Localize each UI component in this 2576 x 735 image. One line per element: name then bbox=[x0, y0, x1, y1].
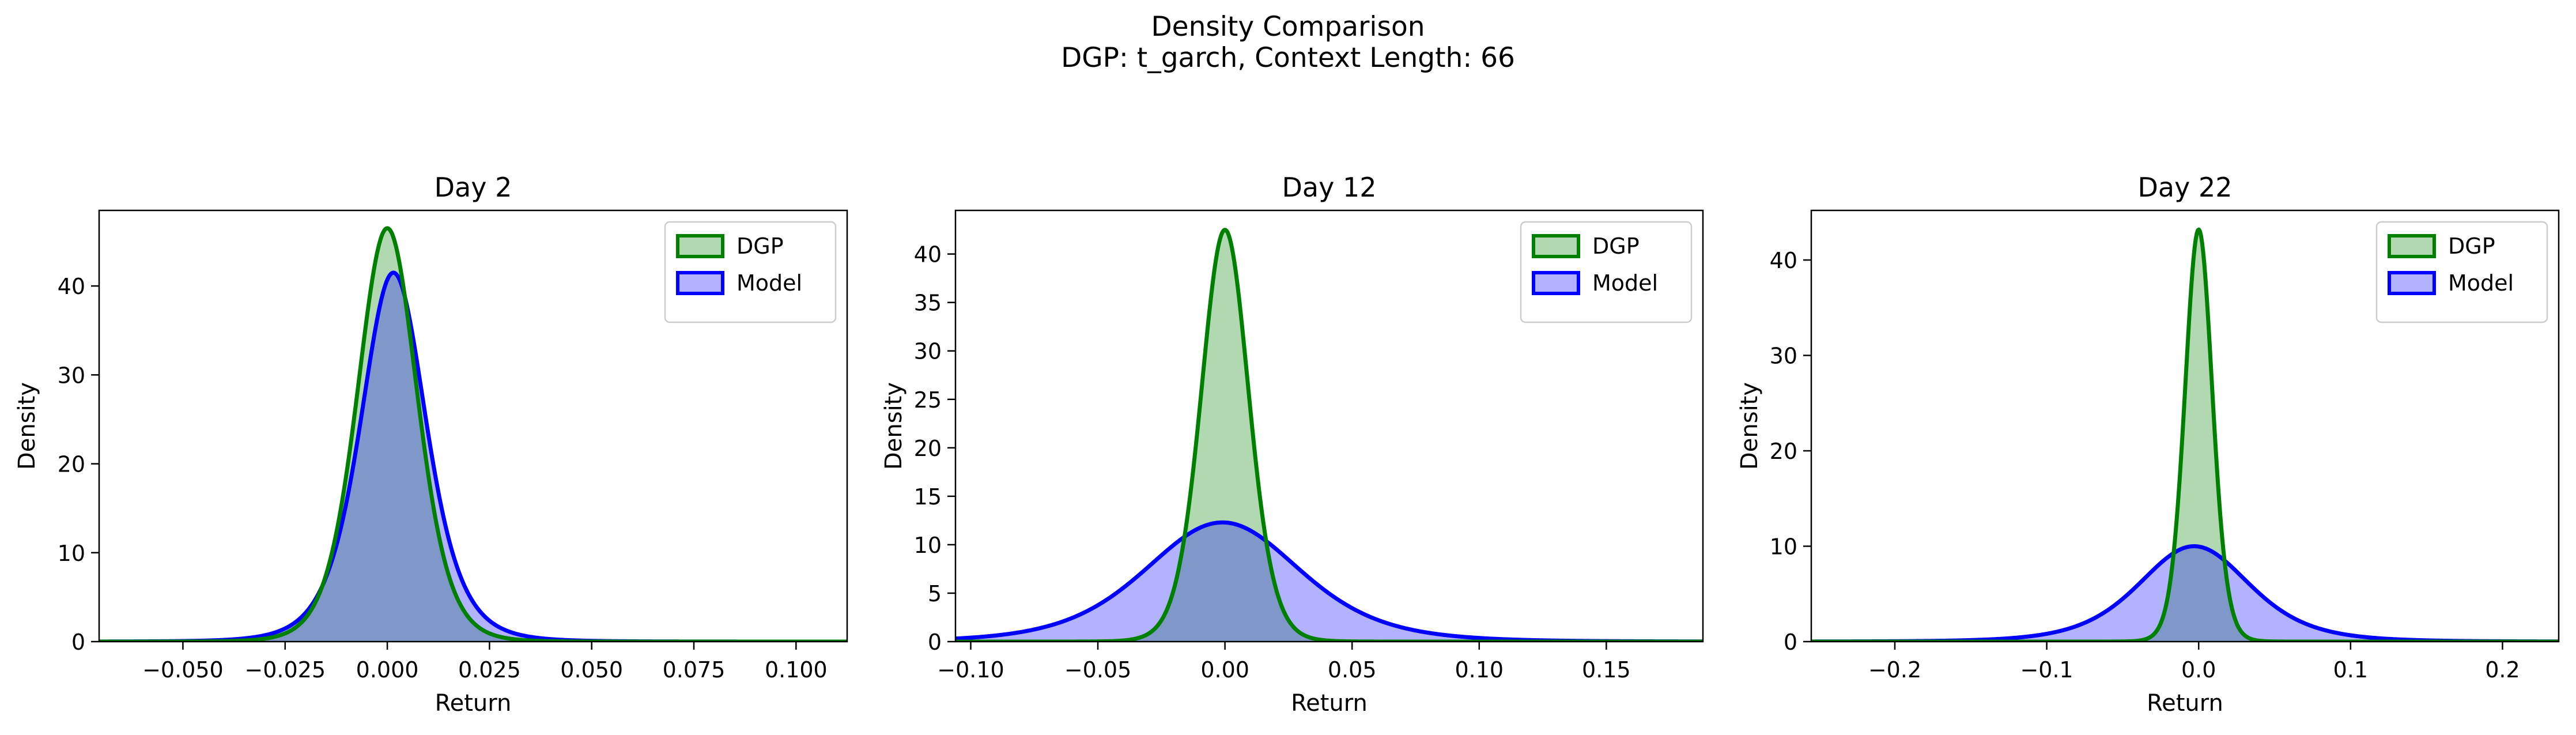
model-density-fill bbox=[99, 273, 847, 642]
y-tick-label: 10 bbox=[914, 533, 942, 558]
y-axis-label: Density bbox=[1736, 382, 1763, 470]
y-tick-label: 30 bbox=[58, 363, 85, 388]
y-axis-label: Density bbox=[881, 382, 907, 470]
legend-swatch-model bbox=[676, 271, 724, 295]
dgp-density-line bbox=[1811, 227, 2559, 642]
figure-subtitle: DGP: t_garch, Context Length: 66 bbox=[1061, 42, 1515, 74]
y-tick-label: 40 bbox=[58, 274, 85, 299]
x-tick-label: 0.025 bbox=[458, 657, 521, 683]
subplot-1: −0.050 −0.025 0.000 0.025 0.050 0.075 0.100 0 10… bbox=[14, 172, 848, 717]
x-tick-label: −0.050 bbox=[142, 657, 224, 683]
y-tick-label: 0 bbox=[71, 630, 85, 655]
y-tick-label: 25 bbox=[914, 387, 942, 413]
x-axis-label: Return bbox=[435, 690, 512, 717]
overlap-fill bbox=[1811, 546, 2559, 642]
y-tick-label: 40 bbox=[914, 242, 942, 267]
legend-label-dgp: DGP bbox=[2448, 233, 2495, 259]
model-density-fill bbox=[955, 522, 1703, 642]
y-tick-label: 0 bbox=[1784, 630, 1797, 655]
x-axis-label: Return bbox=[1291, 690, 1368, 717]
x-tick-label: 0.15 bbox=[1582, 657, 1631, 683]
figure-title: Density Comparison bbox=[1151, 11, 1425, 43]
y-tick-label: 5 bbox=[928, 581, 942, 606]
legend-swatch-model bbox=[1532, 271, 1580, 295]
x-axis-label: Return bbox=[2147, 690, 2223, 717]
x-tick-label: 0.0 bbox=[2181, 657, 2216, 683]
subplot-title: Day 2 bbox=[435, 172, 512, 203]
y-tick-label: 35 bbox=[914, 291, 942, 316]
x-tick-label: 0.000 bbox=[356, 657, 419, 683]
overlap-fill bbox=[99, 273, 847, 642]
axes-frame bbox=[98, 209, 848, 643]
y-tick-label: 10 bbox=[1770, 534, 1797, 560]
subplot-2: −0.10 −0.05 0.00 0.05 0.10 0.15 0 5 10 15 20 25 30 35… bbox=[881, 172, 1704, 717]
y-tick-label: 0 bbox=[928, 630, 942, 655]
legend-label-model: Model bbox=[2448, 270, 2514, 296]
subplot-3: −0.2 −0.1 0.0 0.1 0.2 0 10 20 30 40 Day 22 Return De… bbox=[1736, 172, 2560, 717]
subplot-title: Day 12 bbox=[1282, 172, 1377, 203]
legend: DGP Model bbox=[2375, 221, 2548, 323]
y-tick-label: 30 bbox=[914, 339, 942, 364]
legend-swatch-dgp bbox=[2388, 234, 2436, 258]
y-tick-label: 30 bbox=[1770, 344, 1797, 369]
legend-label-model: Model bbox=[1592, 270, 1658, 296]
legend-label-model: Model bbox=[736, 270, 802, 296]
x-tick-label: 0.05 bbox=[1328, 657, 1377, 683]
y-tick-label: 20 bbox=[914, 436, 942, 461]
x-tick-label: −0.2 bbox=[1868, 657, 1921, 683]
legend-label-dgp: DGP bbox=[736, 233, 784, 259]
y-tick-label: 40 bbox=[1770, 248, 1797, 273]
y-tick-label: 20 bbox=[1770, 439, 1797, 464]
legend: DGP Model bbox=[664, 221, 837, 323]
x-tick-label: 0.2 bbox=[2485, 657, 2520, 683]
x-tick-label: 0.10 bbox=[1455, 657, 1504, 683]
x-tick-label: −0.025 bbox=[244, 657, 326, 683]
y-tick-label: 20 bbox=[58, 452, 85, 477]
y-tick-label: 10 bbox=[58, 541, 85, 566]
legend-swatch-dgp bbox=[676, 234, 724, 258]
axes-frame bbox=[1810, 209, 2560, 643]
model-density-line bbox=[99, 270, 847, 642]
y-tick-label: 15 bbox=[914, 484, 942, 510]
axes-frame bbox=[954, 209, 1704, 643]
x-tick-label: 0.075 bbox=[663, 657, 726, 683]
x-tick-label: −0.1 bbox=[2020, 657, 2073, 683]
x-tick-label: −0.10 bbox=[937, 657, 1004, 683]
legend: DGP Model bbox=[1520, 221, 1693, 323]
x-tick-label: 0.100 bbox=[765, 657, 828, 683]
legend-swatch-model bbox=[2388, 271, 2436, 295]
y-axis-label: Density bbox=[14, 382, 40, 470]
dgp-density-fill bbox=[1811, 229, 2559, 642]
x-tick-label: 0.1 bbox=[2333, 657, 2368, 683]
x-tick-label: 0.050 bbox=[560, 657, 623, 683]
legend-label-dgp: DGP bbox=[1592, 233, 1640, 259]
x-tick-label: 0.00 bbox=[1200, 657, 1249, 683]
legend-swatch-dgp bbox=[1532, 234, 1580, 258]
x-tick-label: −0.05 bbox=[1064, 657, 1131, 683]
subplot-title: Day 22 bbox=[2138, 172, 2233, 203]
